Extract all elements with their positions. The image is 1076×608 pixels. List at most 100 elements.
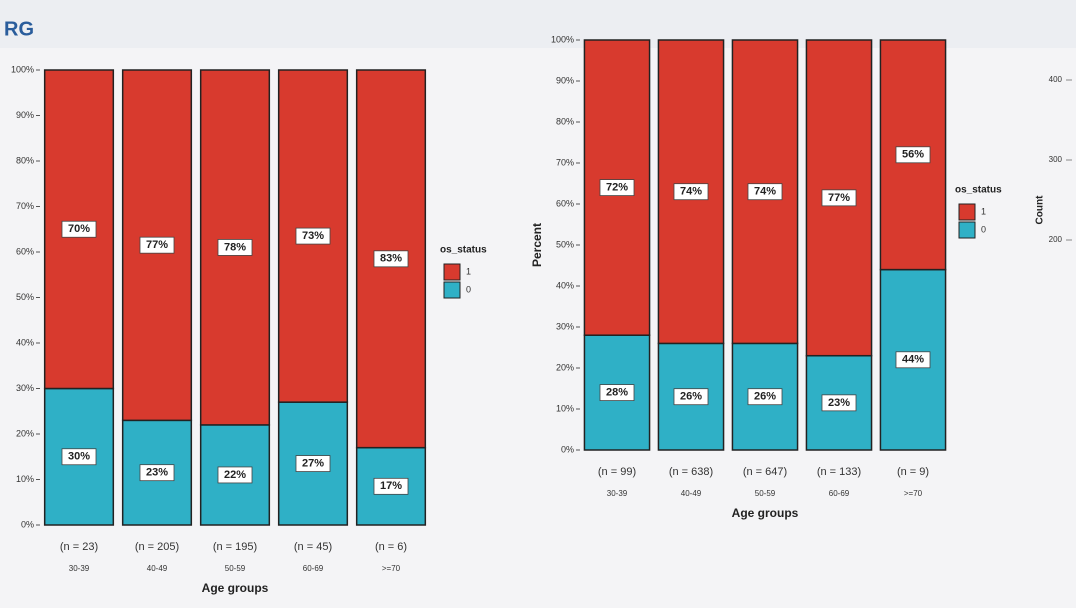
y-tick-label: 40% <box>16 337 34 347</box>
y-tick-label: 90% <box>16 110 34 120</box>
y-tick-label: 70% <box>556 157 574 167</box>
x-tick-label: 60-69 <box>303 564 324 573</box>
count-tick-label: 300 <box>1049 155 1063 164</box>
legend-title: os_status <box>955 185 1002 196</box>
value-label-box <box>747 183 783 201</box>
value-label-box <box>139 236 175 254</box>
value-label-box <box>599 179 635 197</box>
y-axis-title: Percent <box>530 223 544 267</box>
value-label: 44% <box>902 354 924 366</box>
count-tick-label: 200 <box>1049 235 1063 244</box>
n-label: (n = 45) <box>294 541 332 553</box>
count-axis-title: Count <box>1035 195 1046 225</box>
x-axis-title: Age groups <box>732 506 799 520</box>
value-label: 30% <box>68 451 90 463</box>
value-label: 27% <box>302 457 324 469</box>
n-label: (n = 195) <box>213 541 257 553</box>
x-tick-label: >=70 <box>382 564 401 573</box>
n-label: (n = 99) <box>598 466 636 478</box>
value-label-box <box>673 183 709 201</box>
value-label: 77% <box>146 239 168 251</box>
value-label: 74% <box>754 186 776 198</box>
y-tick-label: 60% <box>556 198 574 208</box>
x-tick-label: 30-39 <box>607 489 628 498</box>
value-label: 26% <box>754 391 776 403</box>
y-tick-label: 0% <box>561 444 574 454</box>
legend-swatch <box>443 281 461 299</box>
value-label: 73% <box>302 230 324 242</box>
x-axis-title: Age groups <box>202 581 269 595</box>
value-label: 78% <box>224 241 246 253</box>
y-tick-label: 30% <box>556 321 574 331</box>
header-text: RG <box>4 18 34 40</box>
x-tick-label: 30-39 <box>69 564 90 573</box>
y-tick-label: 50% <box>556 239 574 249</box>
value-label-box <box>373 477 409 495</box>
value-label-box <box>673 388 709 406</box>
value-label-box <box>61 220 97 238</box>
value-label: 72% <box>606 182 628 194</box>
legend-label: 1 <box>466 266 471 276</box>
x-tick-label: 40-49 <box>147 564 168 573</box>
legend-swatch <box>958 221 976 239</box>
legend-label: 0 <box>466 284 471 294</box>
value-label: 70% <box>68 223 90 235</box>
y-tick-label: 30% <box>16 383 34 393</box>
x-tick-label: 40-49 <box>681 489 702 498</box>
value-label-box <box>373 250 409 268</box>
n-label: (n = 133) <box>817 466 861 478</box>
y-tick-label: 40% <box>556 280 574 290</box>
value-label: 56% <box>902 149 924 161</box>
y-tick-label: 60% <box>16 246 34 256</box>
value-label: 17% <box>380 480 402 492</box>
y-tick-label: 20% <box>16 428 34 438</box>
value-label-box <box>295 455 331 472</box>
value-label: 26% <box>680 391 702 403</box>
x-tick-label: 50-59 <box>225 564 246 573</box>
value-label: 23% <box>146 467 168 479</box>
value-label: 23% <box>828 397 850 409</box>
value-label-box <box>217 466 253 484</box>
y-tick-label: 80% <box>556 116 574 126</box>
y-tick-label: 100% <box>11 64 34 74</box>
x-tick-label: 60-69 <box>829 489 850 498</box>
value-label-box <box>139 464 175 482</box>
value-label-box <box>295 227 331 245</box>
x-tick-label: 50-59 <box>755 489 776 498</box>
value-label: 83% <box>380 253 402 265</box>
y-tick-label: 10% <box>16 474 34 484</box>
value-label-box <box>61 448 97 466</box>
legend-swatch <box>443 263 461 281</box>
count-tick-label: 400 <box>1049 75 1063 84</box>
value-label-box <box>821 394 857 412</box>
value-label-box <box>821 189 857 207</box>
y-tick-label: 70% <box>16 201 34 211</box>
y-tick-label: 90% <box>556 75 574 85</box>
n-label: (n = 647) <box>743 466 787 478</box>
n-label: (n = 638) <box>669 466 713 478</box>
n-label: (n = 205) <box>135 541 179 553</box>
legend-label: 0 <box>981 224 986 234</box>
y-tick-label: 0% <box>21 519 34 529</box>
y-tick-label: 80% <box>16 155 34 165</box>
value-label-box <box>895 351 931 369</box>
value-label: 22% <box>224 469 246 481</box>
legend-label: 1 <box>981 206 986 216</box>
n-label: (n = 23) <box>60 541 98 553</box>
y-tick-label: 20% <box>556 362 574 372</box>
legend-swatch <box>958 203 976 221</box>
y-tick-label: 10% <box>556 403 574 413</box>
value-label-box <box>747 388 783 406</box>
value-label-box <box>599 384 635 402</box>
y-tick-label: 100% <box>551 34 574 44</box>
n-label: (n = 9) <box>897 466 929 478</box>
value-label: 74% <box>680 186 702 198</box>
value-label: 77% <box>828 192 850 204</box>
legend-title: os_status <box>440 245 487 256</box>
value-label-box <box>217 239 253 256</box>
y-tick-label: 50% <box>16 292 34 302</box>
x-tick-label: >=70 <box>904 489 923 498</box>
value-label: 28% <box>606 387 628 399</box>
